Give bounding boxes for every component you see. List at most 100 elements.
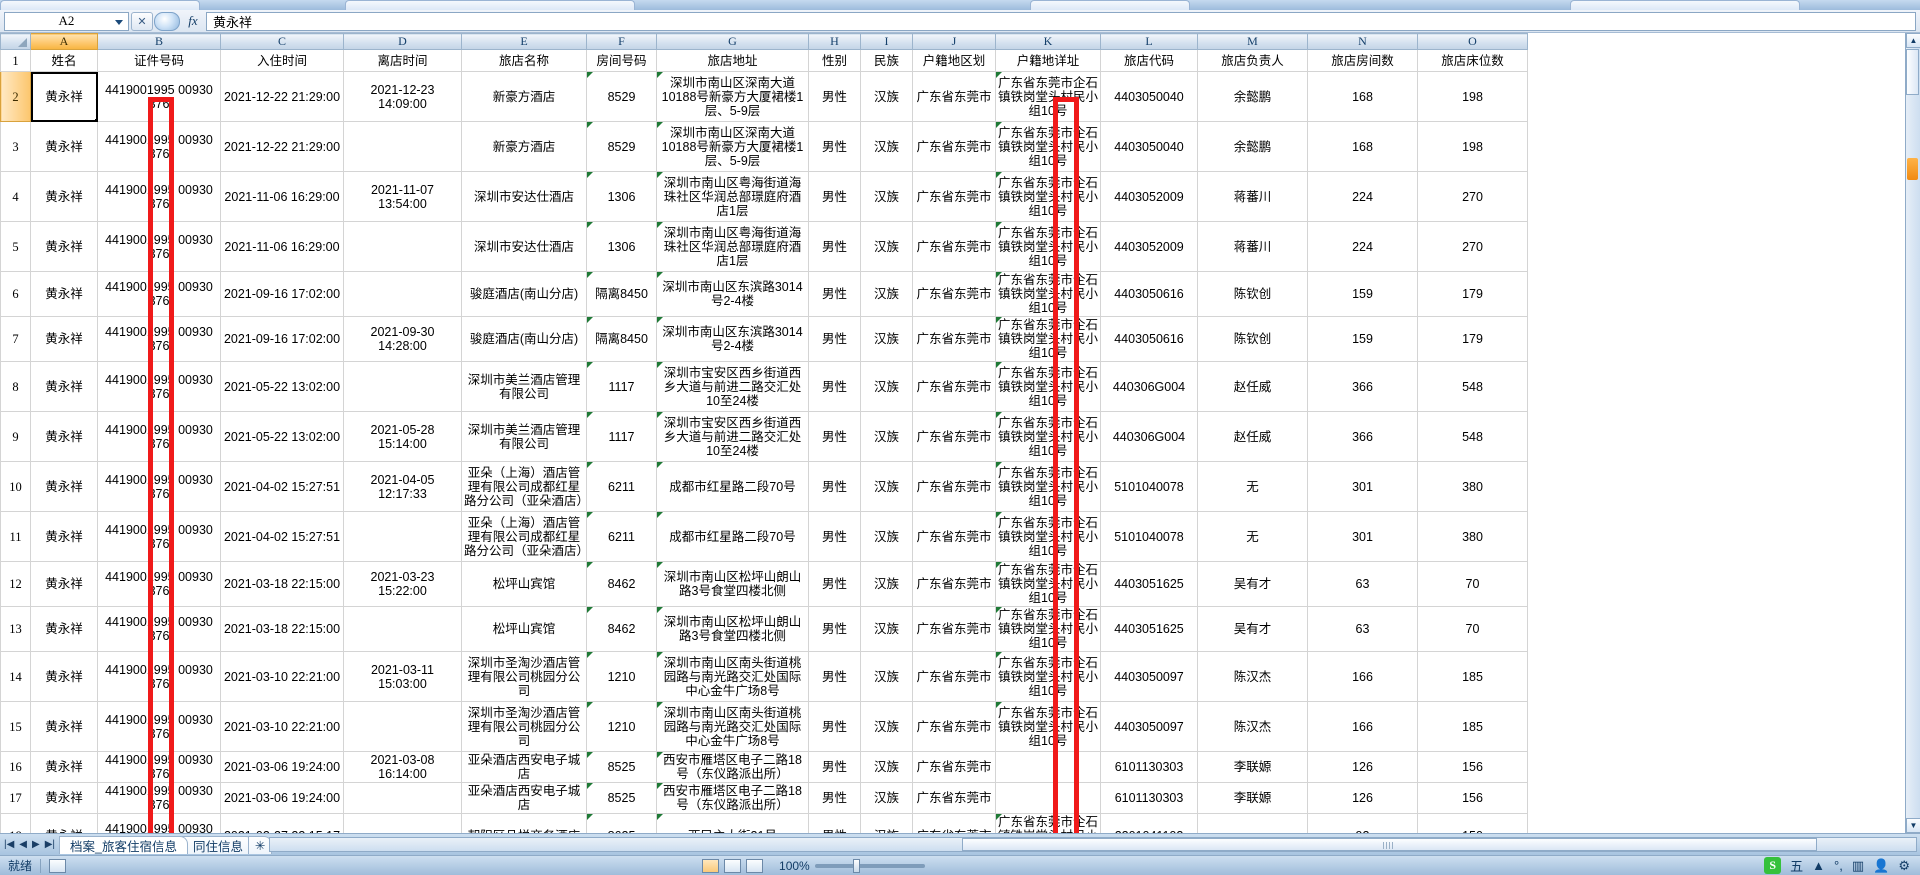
cell-N14[interactable]: 166 — [1307, 651, 1418, 702]
cell-M5[interactable]: 蒋蕃川 — [1197, 221, 1308, 272]
cell-G11[interactable]: 成都市红星路二段70号 — [656, 511, 809, 562]
cell-M11[interactable]: 无 — [1197, 511, 1308, 562]
cell-B7[interactable]: 4419001995 00930 376 — [97, 316, 221, 362]
cell-O5[interactable]: 270 — [1417, 221, 1528, 272]
system-tray[interactable]: S 五 ▲ °, ▥ 👤 ⚙ — [1764, 856, 1920, 875]
cell-F4[interactable]: 1306 — [586, 171, 657, 222]
cell-L13[interactable]: 4403051625 — [1100, 606, 1198, 652]
cell-N17[interactable]: 126 — [1307, 782, 1418, 814]
cell-I14[interactable]: 汉族 — [860, 651, 913, 702]
cell-M2[interactable]: 余懿鹏 — [1197, 71, 1308, 122]
cell-N10[interactable]: 301 — [1307, 461, 1418, 512]
cell-E14[interactable]: 深圳市圣淘沙酒店管理有限公司桃园分公司 — [461, 651, 587, 702]
cell-C10[interactable]: 2021-04-02 15:27:51 — [220, 461, 344, 512]
cell-G10[interactable]: 成都市红星路二段70号 — [656, 461, 809, 512]
table-row[interactable]: 17 黄永祥 4419001995 00930 376 2021-03-06 19:2… — [0, 782, 1528, 814]
vertical-scrollbar[interactable]: ▲ ▼ — [1905, 33, 1920, 833]
cell-A6[interactable]: 黄永祥 — [30, 271, 98, 317]
cell-D13[interactable] — [343, 606, 462, 652]
cell-K5[interactable]: 广东省东莞市企石镇铁岗堂头村民小组10号 — [995, 221, 1101, 272]
cell-H13[interactable]: 男性 — [808, 606, 861, 652]
cell-I16[interactable]: 汉族 — [860, 751, 913, 783]
cell-N6[interactable]: 159 — [1307, 271, 1418, 317]
cell-B8[interactable]: 4419001995 00930 376 — [97, 361, 221, 412]
cell-N4[interactable]: 224 — [1307, 171, 1418, 222]
cell-H5[interactable]: 男性 — [808, 221, 861, 272]
column-title-cell[interactable]: 入住时间 — [220, 49, 344, 72]
cell-L10[interactable]: 5101040078 — [1100, 461, 1198, 512]
cell-K17[interactable] — [995, 782, 1101, 814]
ribbon-tab-stub-4[interactable] — [1570, 0, 1800, 10]
table-row[interactable]: 11 黄永祥 4419001995 00930 376 2021-04-02 15:2… — [0, 511, 1528, 562]
cell-O15[interactable]: 185 — [1417, 701, 1528, 752]
cell-L2[interactable]: 4403050040 — [1100, 71, 1198, 122]
cell-N8[interactable]: 366 — [1307, 361, 1418, 412]
cell-E11[interactable]: 亚朵（上海）酒店管理有限公司成都红星路分公司（亚朵酒店） — [461, 511, 587, 562]
cell-D15[interactable] — [343, 701, 462, 752]
next-sheet-icon[interactable]: ▶ — [32, 839, 40, 850]
cell-I10[interactable]: 汉族 — [860, 461, 913, 512]
row-header-1[interactable]: 1 — [0, 49, 31, 72]
last-sheet-icon[interactable]: ▶| — [44, 839, 55, 850]
cell-N12[interactable]: 63 — [1307, 561, 1418, 607]
cell-D14[interactable]: 2021-03-11 15:03:00 — [343, 651, 462, 702]
cell-K11[interactable]: 广东省东莞市企石镇铁岗堂头村民小组10号 — [995, 511, 1101, 562]
column-header-b[interactable]: B — [97, 33, 221, 50]
cell-H12[interactable]: 男性 — [808, 561, 861, 607]
cell-C4[interactable]: 2021-11-06 16:29:00 — [220, 171, 344, 222]
cell-M12[interactable]: 吴有才 — [1197, 561, 1308, 607]
cell-I15[interactable]: 汉族 — [860, 701, 913, 752]
cell-A12[interactable]: 黄永祥 — [30, 561, 98, 607]
cell-A14[interactable]: 黄永祥 — [30, 651, 98, 702]
cell-M14[interactable]: 陈汉杰 — [1197, 651, 1308, 702]
table-row[interactable]: 14 黄永祥 4419001995 00930 376 2021-03-10 22:2… — [0, 651, 1528, 702]
cell-G12[interactable]: 深圳市南山区松坪山朗山路3号食堂四楼北侧 — [656, 561, 809, 607]
cell-K16[interactable] — [995, 751, 1101, 783]
cell-H15[interactable]: 男性 — [808, 701, 861, 752]
cell-I9[interactable]: 汉族 — [860, 411, 913, 462]
cell-O10[interactable]: 380 — [1417, 461, 1528, 512]
view-mode-buttons[interactable] — [694, 858, 771, 873]
row-header-8[interactable]: 8 — [0, 361, 31, 412]
column-title-cell[interactable]: 姓名 — [30, 49, 98, 72]
row-header-3[interactable]: 3 — [0, 121, 31, 172]
cell-F3[interactable]: 8529 — [586, 121, 657, 172]
cell-M7[interactable]: 陈钦创 — [1197, 316, 1308, 362]
cell-D3[interactable] — [343, 121, 462, 172]
column-title-cell[interactable]: 旅店代码 — [1100, 49, 1198, 72]
cell-D18[interactable] — [343, 813, 462, 833]
cell-E9[interactable]: 深圳市美兰酒店管理有限公司 — [461, 411, 587, 462]
table-row[interactable]: 9 黄永祥 4419001995 00930 376 2021-05-22 13:02… — [0, 411, 1528, 462]
user-icon[interactable]: 👤 — [1873, 857, 1890, 873]
cell-A7[interactable]: 黄永祥 — [30, 316, 98, 362]
cell-O9[interactable]: 548 — [1417, 411, 1528, 462]
cell-J9[interactable]: 广东省东莞市 — [912, 411, 996, 462]
ribbon-tab-stub-3[interactable] — [1030, 0, 1190, 10]
cell-H11[interactable]: 男性 — [808, 511, 861, 562]
cell-N7[interactable]: 159 — [1307, 316, 1418, 362]
column-title-cell[interactable]: 旅店床位数 — [1417, 49, 1528, 72]
cell-A11[interactable]: 黄永祥 — [30, 511, 98, 562]
cell-L18[interactable]: 2201041102 — [1100, 813, 1198, 833]
keyboard-icon[interactable]: ▥ — [1851, 857, 1865, 873]
first-sheet-icon[interactable]: |◀ — [4, 839, 15, 850]
ribbon-tab-stub-1[interactable] — [0, 0, 200, 10]
cell-C8[interactable]: 2021-05-22 13:02:00 — [220, 361, 344, 412]
cell-O14[interactable]: 185 — [1417, 651, 1528, 702]
cell-D5[interactable] — [343, 221, 462, 272]
cell-M10[interactable]: 无 — [1197, 461, 1308, 512]
row-header-9[interactable]: 9 — [0, 411, 31, 462]
cell-J17[interactable]: 广东省东莞市 — [912, 782, 996, 814]
cell-F6[interactable]: 隔离8450 — [586, 271, 657, 317]
prev-sheet-icon[interactable]: ◀ — [19, 839, 27, 850]
cell-A16[interactable]: 黄永祥 — [30, 751, 98, 783]
cell-I12[interactable]: 汉族 — [860, 561, 913, 607]
cell-A9[interactable]: 黄永祥 — [30, 411, 98, 462]
cell-D7[interactable]: 2021-09-30 14:28:00 — [343, 316, 462, 362]
formula-input[interactable]: 黄永祥 — [206, 11, 1916, 31]
cell-M9[interactable]: 赵任威 — [1197, 411, 1308, 462]
cell-I13[interactable]: 汉族 — [860, 606, 913, 652]
zoom-control[interactable]: 100% — [771, 858, 933, 873]
